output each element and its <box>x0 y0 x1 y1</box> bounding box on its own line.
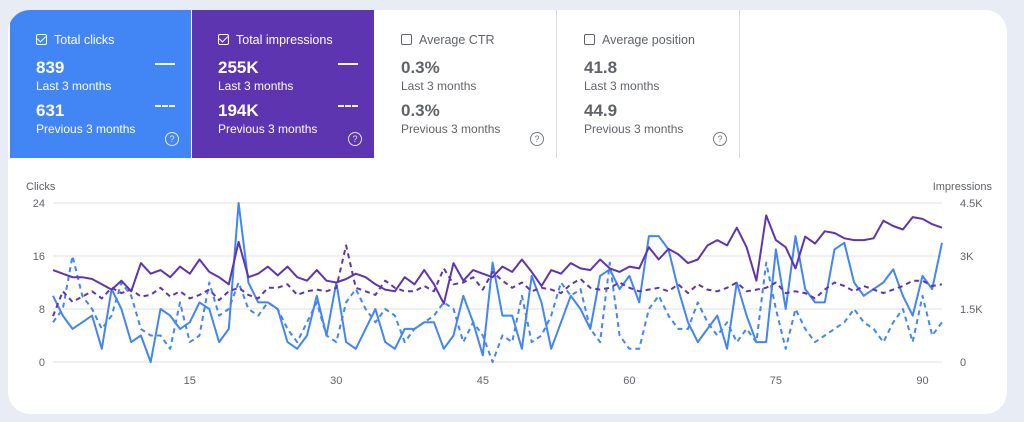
metric-label-previous: Previous 3 months <box>401 122 501 136</box>
help-icon[interactable]: ? <box>348 132 362 146</box>
help-icon[interactable]: ? <box>530 132 544 146</box>
metric-value-current: 839 <box>36 58 65 77</box>
metric-value-current: 0.3% <box>401 58 440 77</box>
metric-title: Average position <box>602 33 695 47</box>
series-line-right-solid <box>52 214 943 305</box>
x-tick-label: 60 <box>623 375 635 387</box>
y-tick-label-left: 16 <box>33 251 45 263</box>
metric-value-previous: 0.3% <box>401 101 440 120</box>
help-icon[interactable]: ? <box>713 132 727 146</box>
x-tick-label: 15 <box>184 375 196 387</box>
metric-value-previous: 631 <box>36 101 65 120</box>
help-icon[interactable]: ? <box>165 132 179 146</box>
metric-label-previous: Previous 3 months <box>584 122 684 136</box>
metric-card-total-clicks[interactable]: Total clicks 839 Last 3 months 631 Previ… <box>10 10 191 158</box>
y-axis-title-right: Impressions <box>933 181 993 193</box>
checkbox-checked-icon[interactable] <box>218 34 229 45</box>
metric-label-current: Last 3 months <box>36 79 112 93</box>
metric-value-previous: 194K <box>218 101 259 120</box>
checkbox-unchecked-icon[interactable] <box>401 34 412 45</box>
metric-card-average-ctr[interactable]: Average CTR 0.3% Last 3 months 0.3% Prev… <box>375 10 557 158</box>
y-tick-label-right: 1.5K <box>960 304 983 316</box>
y-tick-label-right: 3K <box>960 251 974 263</box>
checkbox-checked-icon[interactable] <box>36 34 47 45</box>
y-tick-label-right: 4.5K <box>960 198 983 210</box>
dashed-line-legend-icon <box>155 105 175 107</box>
x-tick-label: 45 <box>477 375 489 387</box>
metric-label-previous: Previous 3 months <box>36 122 136 136</box>
series-line-right-dashed <box>52 244 943 317</box>
series-line-left-solid <box>52 202 943 363</box>
y-tick-label-left: 0 <box>39 357 45 369</box>
performance-panel: Total clicks 839 Last 3 months 631 Previ… <box>8 10 1007 414</box>
solid-line-legend-icon <box>155 63 175 65</box>
y-tick-label-right: 0 <box>960 357 966 369</box>
y-tick-label-left: 24 <box>33 198 45 210</box>
metric-card-total-impressions[interactable]: Total impressions 255K Last 3 months 194… <box>192 10 374 158</box>
metric-label-current: Last 3 months <box>584 79 660 93</box>
checkbox-unchecked-icon[interactable] <box>584 34 595 45</box>
metric-label-current: Last 3 months <box>401 79 477 93</box>
metric-title: Total impressions <box>236 33 333 47</box>
performance-chart[interactable]: Clicks Impressions 0 0 8 1.5K 16 3K 24 4.5K 15 30… <box>8 10 1007 414</box>
metric-label-previous: Previous 3 months <box>218 122 318 136</box>
metric-value-current: 255K <box>218 58 259 77</box>
metric-title: Total clicks <box>54 33 115 47</box>
metric-value-previous: 44.9 <box>584 101 618 120</box>
y-tick-label-left: 8 <box>39 304 45 316</box>
metric-title: Average CTR <box>419 33 495 47</box>
metric-value-current: 41.8 <box>584 58 618 77</box>
solid-line-legend-icon <box>338 63 358 65</box>
dashed-line-legend-icon <box>338 105 358 107</box>
metric-card-average-position[interactable]: Average position 41.8 Last 3 months 44.9… <box>558 10 740 158</box>
x-tick-label: 30 <box>330 375 342 387</box>
metric-label-current: Last 3 months <box>218 79 294 93</box>
x-tick-label: 75 <box>770 375 782 387</box>
y-axis-title-left: Clicks <box>26 181 56 193</box>
series-line-left-dashed <box>52 255 943 363</box>
x-tick-label: 90 <box>916 375 928 387</box>
